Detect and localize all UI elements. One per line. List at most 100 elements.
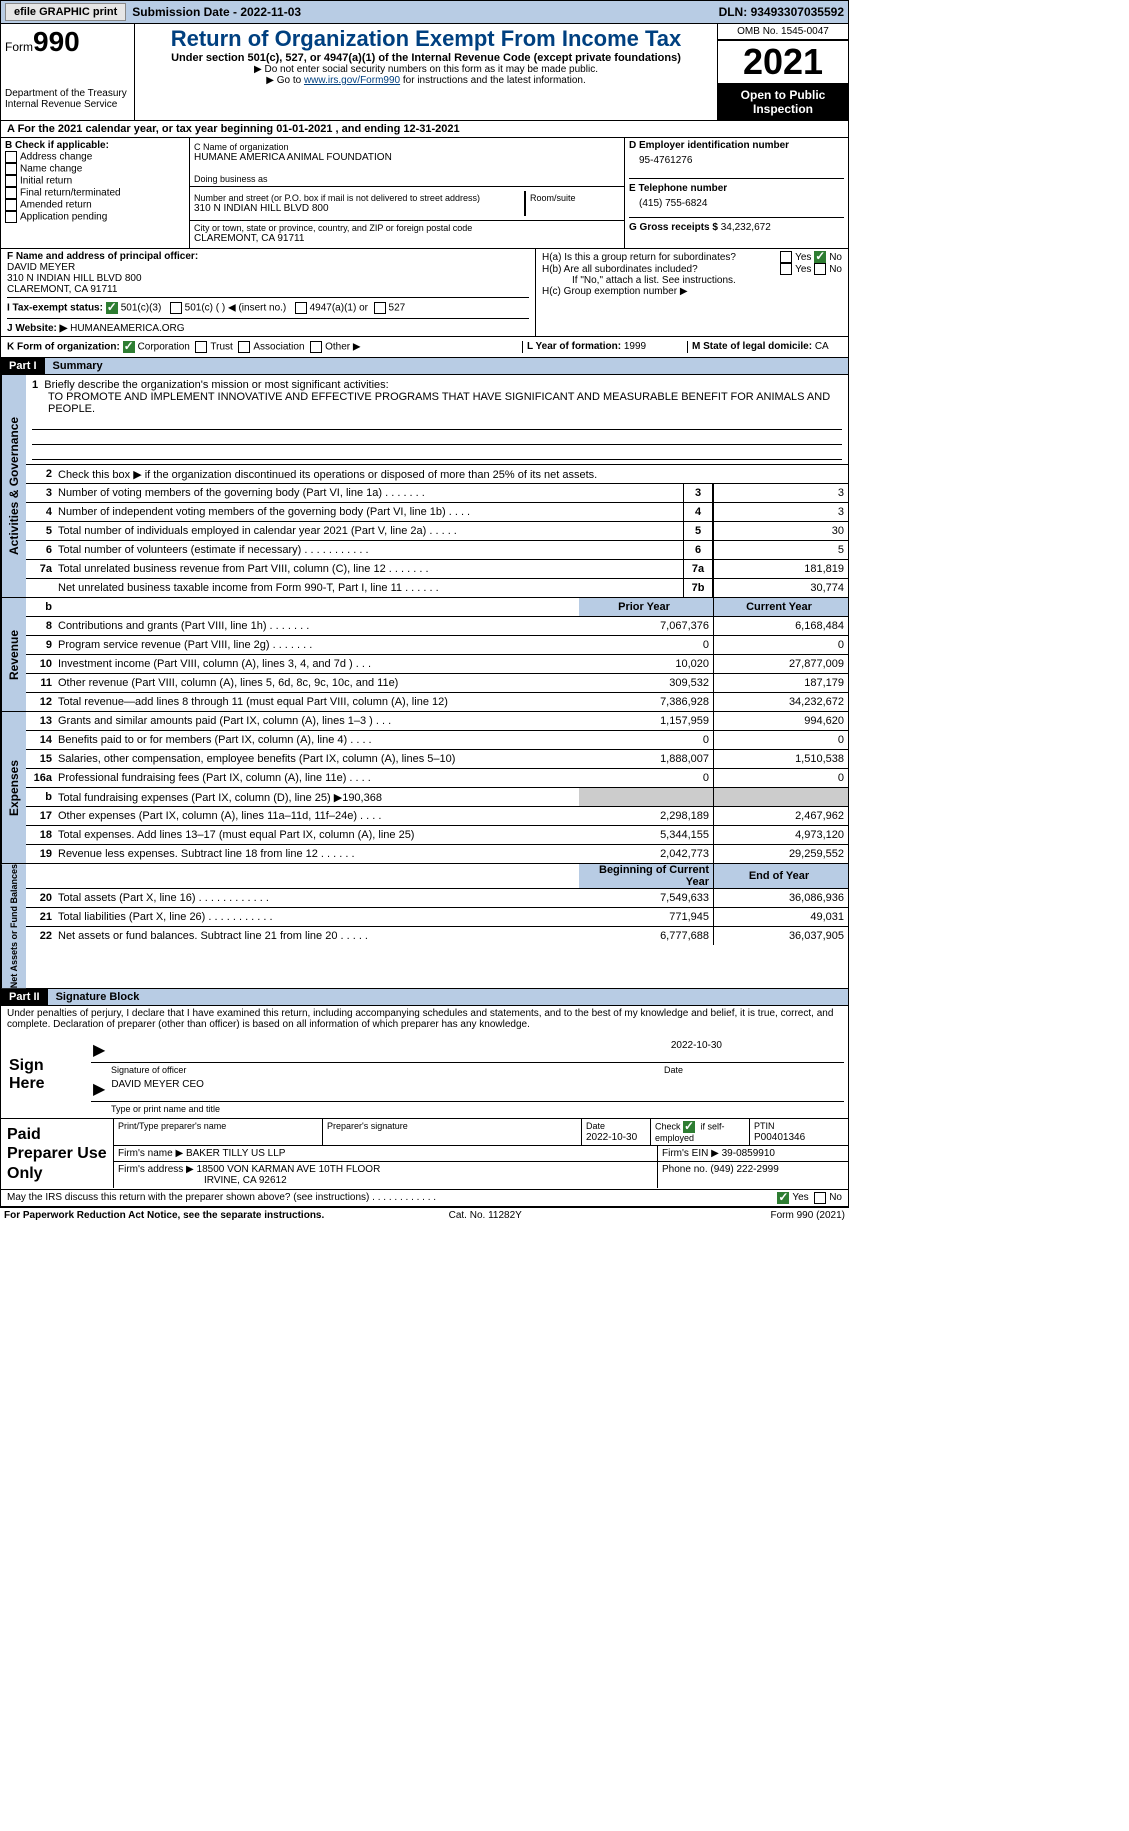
line-21: Total liabilities (Part X, line 26) . . … bbox=[56, 909, 579, 925]
website-label: J Website: ▶ bbox=[7, 323, 67, 334]
dln: DLN: 93493307035592 bbox=[719, 5, 844, 19]
omb-number: OMB No. 1545-0047 bbox=[718, 24, 848, 40]
city: CLAREMONT, CA 91711 bbox=[194, 233, 620, 244]
state-domicile-label: M State of legal domicile: bbox=[692, 341, 815, 352]
form-header: Form990 Department of the Treasury Inter… bbox=[0, 24, 849, 121]
check-initial-return[interactable] bbox=[5, 175, 17, 187]
line-7b: Net unrelated business taxable income fr… bbox=[56, 580, 683, 596]
paid-preparer-label: Paid Preparer Use Only bbox=[1, 1119, 113, 1189]
check-final-return-terminated[interactable] bbox=[5, 187, 17, 199]
paid-preparer-block: Paid Preparer Use Only Print/Type prepar… bbox=[0, 1119, 849, 1190]
line-9: Program service revenue (Part VIII, line… bbox=[56, 637, 579, 653]
section-b-d: B Check if applicable: Address changeNam… bbox=[0, 138, 849, 249]
ha-label: H(a) Is this a group return for subordin… bbox=[542, 252, 780, 263]
527-checkbox[interactable] bbox=[374, 302, 386, 314]
part-ii-title: Signature Block bbox=[48, 989, 148, 1005]
line-5: Total number of individuals employed in … bbox=[56, 523, 683, 539]
rev-label: Revenue bbox=[1, 598, 26, 711]
line-b: Total fundraising expenses (Part IX, col… bbox=[56, 789, 579, 806]
addr-label: Number and street (or P.O. box if mail i… bbox=[194, 193, 520, 203]
part-i-header: Part I Summary bbox=[0, 358, 849, 375]
org-name-label: C Name of organization bbox=[194, 142, 620, 152]
revenue-section: Revenue bPrior YearCurrent Year 8Contrib… bbox=[0, 598, 849, 712]
line-4: Number of independent voting members of … bbox=[56, 504, 683, 520]
4947-checkbox[interactable] bbox=[295, 302, 307, 314]
hb-note: If "No," attach a list. See instructions… bbox=[542, 275, 842, 286]
line-22: Net assets or fund balances. Subtract li… bbox=[56, 928, 579, 944]
officer-addr: 310 N INDIAN HILL BLVD 800 bbox=[7, 273, 529, 284]
sig-officer-label: Signature of officer bbox=[91, 1065, 664, 1075]
501c-checkbox[interactable] bbox=[170, 302, 182, 314]
trust-checkbox[interactable] bbox=[195, 341, 207, 353]
sign-date: 2022-10-30 bbox=[671, 1040, 722, 1060]
phone-label: E Telephone number bbox=[629, 183, 844, 194]
firm-phone: (949) 222-2999 bbox=[710, 1164, 778, 1175]
phone: (415) 755-6824 bbox=[629, 194, 844, 217]
activities-governance: Activities & Governance 1 Briefly descri… bbox=[0, 375, 849, 598]
submission-date-label: Submission Date - 2022-11-03 bbox=[132, 5, 301, 19]
org-name: HUMANE AMERICA ANIMAL FOUNDATION bbox=[194, 152, 620, 163]
line-11: Other revenue (Part VIII, column (A), li… bbox=[56, 675, 579, 691]
exp-label: Expenses bbox=[1, 712, 26, 863]
line-14: Benefits paid to or for members (Part IX… bbox=[56, 732, 579, 748]
form-number: Form990 bbox=[5, 26, 130, 58]
line-8: Contributions and grants (Part VIII, lin… bbox=[56, 618, 579, 634]
discuss-no[interactable] bbox=[814, 1192, 826, 1204]
ein-label: D Employer identification number bbox=[629, 140, 844, 151]
form-subtitle: Under section 501(c), 527, or 4947(a)(1)… bbox=[141, 52, 711, 64]
check-name-change[interactable] bbox=[5, 163, 17, 175]
sign-here-block: Sign Here ▶ 2022-10-30 Signature of offic… bbox=[0, 1032, 849, 1119]
open-to-public: Open to Public Inspection bbox=[718, 84, 848, 120]
tax-exempt-label: I Tax-exempt status: bbox=[7, 303, 103, 314]
sign-here-label: Sign Here bbox=[1, 1032, 87, 1118]
form-note-2: ▶ Go to www.irs.gov/Form990 for instruct… bbox=[141, 75, 711, 86]
line-12: Total revenue—add lines 8 through 11 (mu… bbox=[56, 694, 579, 710]
year-formation-label: L Year of formation: bbox=[527, 341, 624, 352]
hb-no[interactable] bbox=[814, 263, 826, 275]
other-checkbox[interactable] bbox=[310, 341, 322, 353]
check-application-pending[interactable] bbox=[5, 211, 17, 223]
check-applicable-label: B Check if applicable: bbox=[5, 140, 185, 151]
ha-yes[interactable] bbox=[780, 251, 792, 263]
form-ref: Form 990 (2021) bbox=[771, 1210, 845, 1221]
firm-name: BAKER TILLY US LLP bbox=[186, 1148, 286, 1159]
check-address-change[interactable] bbox=[5, 151, 17, 163]
arrow-icon: ▶ bbox=[93, 1079, 105, 1099]
ha-no[interactable] bbox=[814, 251, 826, 263]
officer-label: F Name and address of principal officer: bbox=[7, 251, 529, 262]
arrow-icon: ▶ bbox=[93, 1040, 105, 1060]
city-label: City or town, state or province, country… bbox=[194, 223, 620, 233]
section-f-h: F Name and address of principal officer:… bbox=[0, 249, 849, 337]
mission-label: Briefly describe the organization's miss… bbox=[44, 379, 388, 391]
website: HUMANEAMERICA.ORG bbox=[67, 323, 184, 334]
line-15: Salaries, other compensation, employee b… bbox=[56, 751, 579, 767]
corp-checkbox[interactable] bbox=[123, 341, 135, 353]
irs-link[interactable]: www.irs.gov/Form990 bbox=[304, 75, 400, 86]
hb-yes[interactable] bbox=[780, 263, 792, 275]
form-org-label: K Form of organization: bbox=[7, 342, 120, 353]
line-13: Grants and similar amounts paid (Part IX… bbox=[56, 713, 579, 729]
efile-print-button[interactable]: efile GRAPHIC print bbox=[5, 3, 126, 21]
bcy-header: Beginning of Current Year bbox=[579, 864, 713, 888]
check-amended-return[interactable] bbox=[5, 199, 17, 211]
dba-label: Doing business as bbox=[194, 174, 620, 184]
hc-label: H(c) Group exemption number ▶ bbox=[542, 286, 842, 297]
line-17: Other expenses (Part IX, column (A), lin… bbox=[56, 808, 579, 824]
firm-ein: 39-0859910 bbox=[722, 1148, 775, 1159]
type-name-label: Type or print name and title bbox=[91, 1104, 844, 1114]
tax-year: 2021 bbox=[718, 40, 848, 84]
officer-city: CLAREMONT, CA 91711 bbox=[7, 284, 529, 295]
discuss-yes[interactable] bbox=[777, 1192, 789, 1204]
self-employed-checkbox[interactable] bbox=[683, 1121, 695, 1133]
prior-year-header: Prior Year bbox=[579, 598, 713, 616]
irs: Internal Revenue Service bbox=[5, 99, 130, 110]
hb-label: H(b) Are all subordinates included? bbox=[542, 264, 780, 275]
assoc-checkbox[interactable] bbox=[238, 341, 250, 353]
ag-label: Activities & Governance bbox=[1, 375, 26, 597]
footer: For Paperwork Reduction Act Notice, see … bbox=[0, 1207, 849, 1223]
firm-addr1: 18500 VON KARMAN AVE 10TH FLOOR bbox=[197, 1164, 381, 1175]
paperwork-notice: For Paperwork Reduction Act Notice, see … bbox=[4, 1210, 324, 1221]
mission-text: TO PROMOTE AND IMPLEMENT INNOVATIVE AND … bbox=[32, 391, 842, 415]
line-2: Check this box ▶ if the organization dis… bbox=[56, 466, 848, 483]
501c3-checkbox[interactable] bbox=[106, 302, 118, 314]
